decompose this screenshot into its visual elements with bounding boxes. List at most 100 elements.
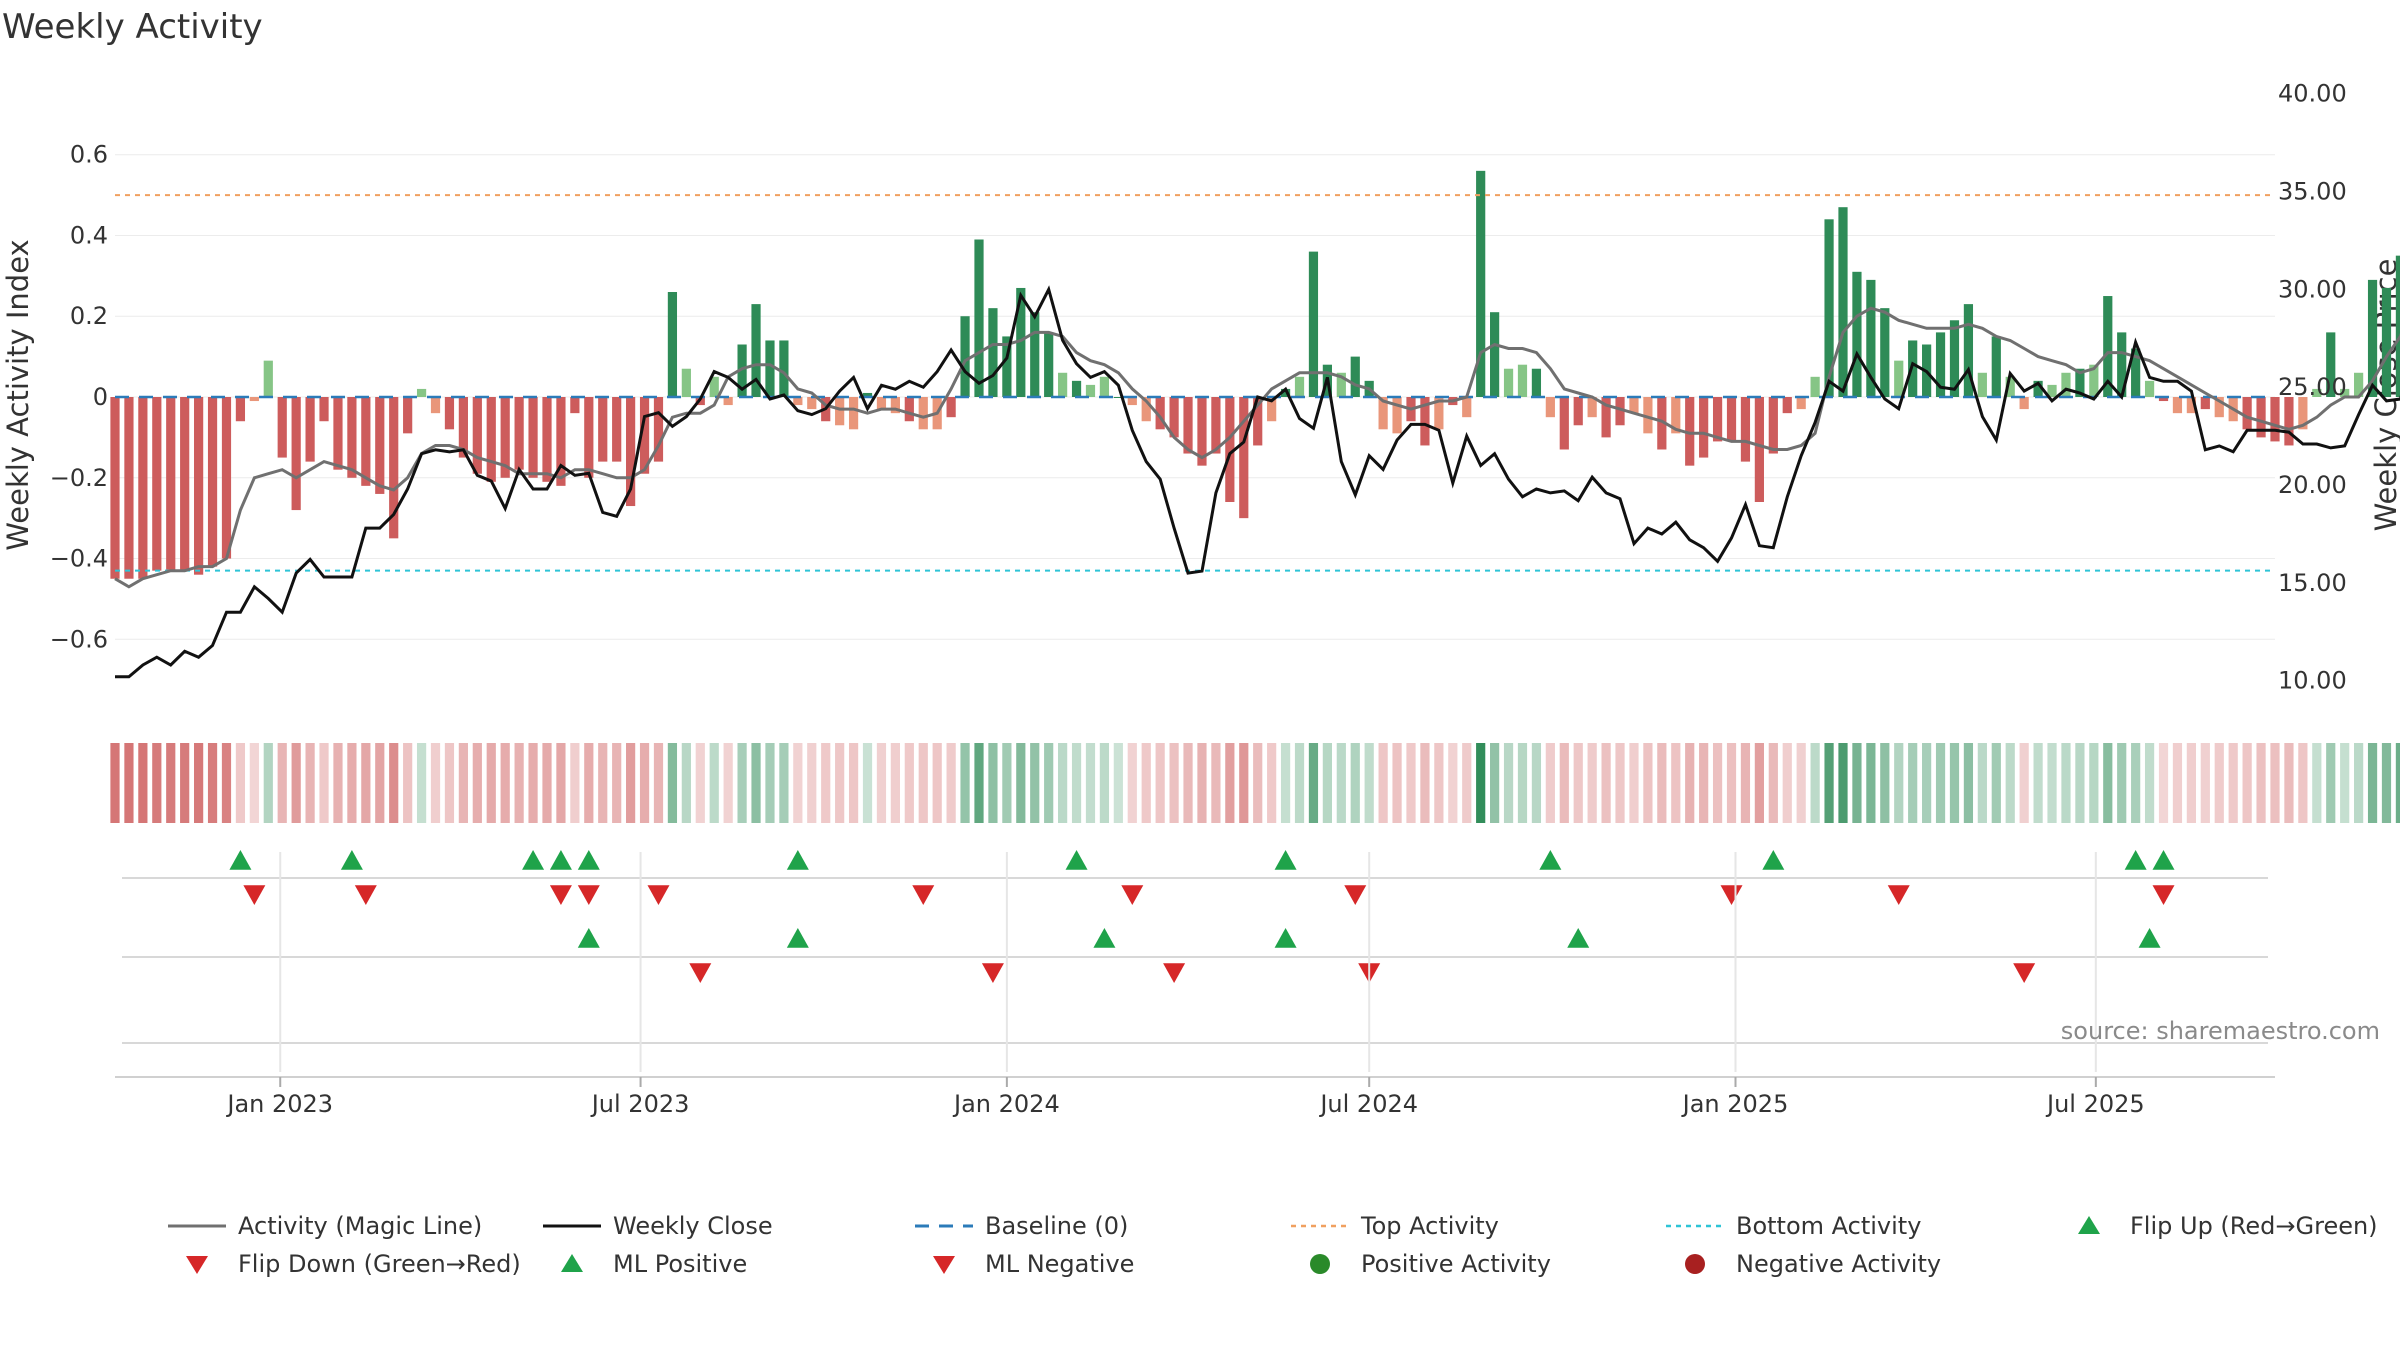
- heat-cell: [1016, 743, 1026, 823]
- activity-bar: [1824, 219, 1834, 397]
- heat-cell: [180, 743, 190, 823]
- activity-bar: [2047, 384, 2057, 397]
- heat-cell: [458, 743, 468, 823]
- heat-cell: [1127, 743, 1137, 823]
- heat-cell: [1963, 743, 1974, 823]
- flip-down-marker: [549, 885, 572, 905]
- heat-cell: [2019, 743, 2029, 823]
- activity-bar: [2200, 397, 2210, 410]
- heat-cell: [2033, 743, 2043, 823]
- series-lines: [114, 285, 2400, 679]
- heat-cell: [1531, 743, 1542, 823]
- activity-bar: [1211, 397, 1221, 454]
- activity-bar: [1949, 320, 1960, 397]
- heat-cell: [960, 743, 970, 823]
- legend-item: Bottom Activity: [1666, 1212, 1921, 1240]
- heat-cell: [737, 743, 747, 823]
- heat-cell: [1350, 743, 1360, 823]
- activity-bar: [1239, 397, 1249, 519]
- activity-bar: [2326, 332, 2336, 397]
- heat-cell: [2381, 743, 2392, 823]
- heat-cell: [444, 743, 455, 823]
- heat-cell: [1030, 743, 1040, 823]
- legend-label: Flip Up (Red→Green): [2130, 1212, 2378, 1240]
- activity-bar: [416, 388, 427, 397]
- activity-bar: [793, 397, 803, 406]
- legend-item: Activity (Magic Line): [168, 1212, 482, 1240]
- activity-bar: [347, 397, 357, 478]
- activity-bar: [2144, 380, 2155, 397]
- activity-bar: [2256, 397, 2266, 438]
- heat-cell: [1991, 743, 2001, 823]
- heat-cell: [667, 743, 678, 823]
- heat-cell: [277, 743, 287, 823]
- activity-bar: [1852, 271, 1862, 397]
- legend-swatch: [561, 1254, 583, 1272]
- heat-cell: [472, 743, 482, 823]
- activity-bar: [1559, 397, 1569, 450]
- heat-cell: [194, 743, 204, 823]
- activity-bar: [110, 397, 120, 579]
- heat-cell: [207, 743, 218, 823]
- flip-up-marker: [229, 850, 252, 870]
- flip-down-marker: [577, 885, 600, 905]
- activity-bar: [946, 397, 956, 418]
- heat-cell: [235, 743, 246, 823]
- legend-label: Positive Activity: [1361, 1250, 1551, 1278]
- activity-bar: [361, 397, 371, 486]
- activity-bar: [2103, 296, 2113, 397]
- activity-bar: [500, 397, 510, 478]
- tick-label-right: 35.00: [2278, 178, 2347, 206]
- tick-label-left: 0.6: [70, 141, 108, 169]
- activity-bar: [848, 397, 859, 430]
- legend-swatch: [1310, 1254, 1330, 1274]
- activity-bar: [1977, 372, 1987, 397]
- heat-cell: [1935, 743, 1946, 823]
- activity-bar: [1490, 312, 1500, 397]
- heat-cell: [918, 743, 928, 823]
- legend-item: ML Positive: [561, 1250, 747, 1278]
- heat-cell: [2298, 743, 2308, 823]
- activity-bar: [2354, 372, 2364, 397]
- tick-label-right: 40.00: [2278, 80, 2347, 108]
- heat-cell: [1894, 743, 1904, 823]
- x-tick-label: Jan 2024: [952, 1090, 1060, 1118]
- heat-cell: [1740, 743, 1751, 823]
- activity-bar: [2284, 397, 2294, 446]
- heat-cell: [333, 743, 343, 823]
- activity-bar: [305, 397, 315, 462]
- flip-up-marker: [2152, 850, 2175, 870]
- activity-bar: [2117, 332, 2127, 397]
- activity-bar: [124, 397, 134, 579]
- heat-cell: [319, 743, 329, 823]
- heat-cell: [2340, 743, 2350, 823]
- legend-label: Negative Activity: [1736, 1250, 1941, 1278]
- activity-bar: [1699, 397, 1709, 458]
- activity-bar: [1253, 397, 1263, 446]
- activity-bar: [2019, 397, 2029, 410]
- activity-bar: [1838, 207, 1848, 397]
- tick-label-right: 30.00: [2278, 275, 2347, 303]
- heat-cell: [1085, 743, 1096, 823]
- activity-bar: [444, 397, 455, 430]
- activity-bar: [1782, 397, 1792, 414]
- legend-label: ML Positive: [613, 1250, 747, 1278]
- heat-cell: [1099, 743, 1110, 823]
- chart-title: Weekly Activity: [2, 7, 263, 47]
- legend-item: Negative Activity: [1685, 1250, 1941, 1278]
- activity-bar: [1462, 397, 1472, 418]
- heat-cell: [138, 743, 148, 823]
- heat-cell: [1629, 743, 1639, 823]
- heat-cell: [890, 743, 900, 823]
- activity-bar: [333, 397, 343, 470]
- heat-cell: [1726, 743, 1737, 823]
- activity-bar: [667, 292, 678, 397]
- heat-cell: [1183, 743, 1193, 823]
- flip-down-marker: [1887, 885, 1910, 905]
- heat-cell: [389, 743, 399, 823]
- activity-bar: [1657, 397, 1667, 450]
- ml-positive-marker: [577, 928, 600, 948]
- heat-cell: [347, 743, 357, 823]
- activity-bar: [1378, 397, 1388, 430]
- heat-cell: [1294, 743, 1305, 823]
